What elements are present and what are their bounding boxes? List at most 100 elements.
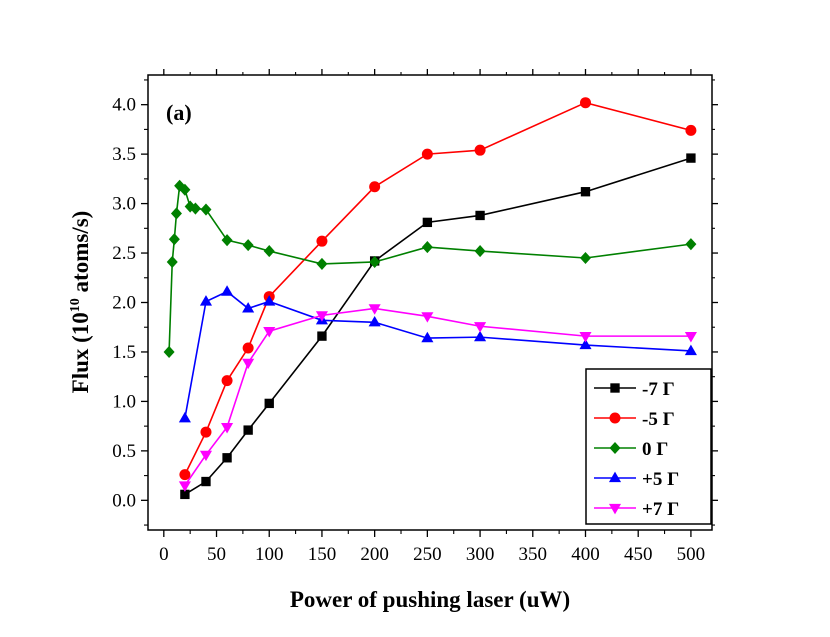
y-tick-label: 1.0 — [112, 391, 136, 412]
data-point-series-5 — [684, 332, 697, 343]
x-tick-label: 300 — [466, 544, 495, 565]
data-point-series-2 — [242, 342, 254, 354]
y-axis-title-prefix: Flux (10 — [68, 312, 93, 393]
data-point-series-4 — [199, 295, 213, 306]
legend-label-2: -5 Γ — [642, 409, 675, 430]
x-tick-label: 200 — [360, 544, 389, 565]
panel-label: (a) — [166, 100, 192, 125]
data-point-series-3 — [179, 183, 191, 196]
data-point-series-4 — [263, 295, 276, 306]
legend-label-3: 0 Γ — [642, 439, 668, 460]
data-point-series-5 — [263, 327, 276, 338]
data-point-series-4 — [579, 338, 592, 350]
data-point-series-5 — [315, 311, 328, 322]
data-point-series-3 — [685, 238, 697, 251]
x-tick-label: 250 — [413, 544, 442, 565]
data-point-series-3 — [221, 234, 233, 247]
data-point-series-2 — [200, 426, 212, 438]
legend-marker-4 — [608, 471, 622, 483]
data-point-series-1 — [580, 187, 591, 197]
data-point-series-3 — [316, 257, 328, 270]
data-point-series-5 — [368, 304, 381, 315]
y-axis-title-superscript: 10 — [68, 298, 83, 312]
data-point-series-5 — [178, 481, 191, 492]
x-tick-label: 100 — [255, 544, 284, 565]
data-point-series-2 — [474, 144, 486, 156]
data-point-series-1 — [264, 398, 274, 409]
data-point-series-3 — [579, 251, 591, 265]
data-point-series-3 — [263, 245, 275, 258]
y-tick-label: 1.5 — [112, 342, 136, 363]
data-point-series-5 — [421, 312, 434, 323]
data-point-series-2 — [179, 469, 191, 481]
y-tick-label: 2.5 — [112, 243, 136, 264]
y-tick-label: 4.0 — [112, 95, 136, 116]
data-point-series-2 — [421, 148, 433, 160]
data-point-series-1 — [317, 331, 327, 341]
y-axis-title: Flux (1010 atoms/s) — [68, 211, 93, 394]
data-point-series-3 — [163, 345, 175, 359]
data-point-series-2 — [369, 181, 381, 193]
legend-label-5: +7 Γ — [642, 499, 679, 520]
legend-items: -7 Γ -5 Γ 0 Γ +5 Γ +7 Γ — [594, 379, 679, 520]
data-point-series-5 — [474, 322, 487, 333]
x-tick-label: 150 — [308, 544, 337, 565]
data-point-series-3 — [200, 203, 212, 216]
data-point-series-1 — [180, 489, 190, 500]
legend-marker-5 — [608, 503, 622, 515]
data-point-series-1 — [222, 453, 232, 463]
series-line-3 — [168, 184, 692, 352]
data-point-series-3 — [166, 255, 178, 268]
data-point-series-3 — [242, 239, 254, 252]
data-point-series-5 — [579, 332, 592, 343]
legend-marker-3 — [609, 441, 621, 455]
series-markers — [163, 97, 697, 500]
data-point-series-2 — [221, 375, 233, 387]
data-point-series-5 — [221, 423, 234, 434]
y-tick-label: 0.0 — [112, 490, 136, 511]
data-point-series-3 — [189, 202, 201, 215]
axis-ticks: 0 50 100 150 200 250 300 350 400 450 500 0.0 0.5 1.0 1… — [112, 69, 718, 565]
data-point-series-4 — [368, 315, 381, 327]
data-point-series-3 — [421, 241, 433, 254]
data-point-series-1 — [475, 210, 485, 221]
data-point-series-4 — [178, 411, 191, 423]
data-point-series-3 — [474, 245, 486, 258]
y-tick-label: 3.0 — [112, 194, 136, 215]
data-point-series-2 — [316, 235, 328, 247]
data-point-series-4 — [221, 285, 234, 296]
data-point-series-3 — [369, 255, 381, 268]
y-axis-title-suffix: atoms/s) — [68, 211, 93, 299]
x-tick-label: 450 — [624, 544, 653, 565]
data-point-series-1 — [422, 217, 433, 228]
data-point-series-5 — [242, 358, 255, 370]
data-point-series-2 — [685, 124, 697, 136]
data-point-series-1 — [686, 153, 696, 163]
data-point-series-4 — [421, 331, 434, 343]
x-tick-label: 0 — [159, 544, 169, 565]
data-point-series-5 — [199, 450, 213, 462]
data-point-series-4 — [242, 302, 255, 313]
legend-label-4: +5 Γ — [642, 469, 679, 490]
y-tick-label: 3.5 — [112, 144, 136, 165]
legend-marker-1 — [610, 383, 620, 393]
data-point-series-4 — [474, 330, 487, 342]
y-tick-label: 0.5 — [112, 441, 136, 462]
legend: -7 Γ -5 Γ 0 Γ +5 Γ +7 Γ — [585, 368, 712, 525]
x-tick-label: 400 — [571, 544, 600, 565]
x-axis-title: Power of pushing laser (uW) — [290, 587, 570, 612]
legend-box — [585, 368, 712, 525]
x-tick-label: 350 — [519, 544, 548, 565]
x-tick-label: 50 — [207, 544, 226, 565]
y-tick-label: 2.0 — [112, 293, 136, 314]
legend-label-1: -7 Γ — [642, 379, 675, 400]
legend-marker-2 — [609, 412, 621, 424]
x-tick-label: 500 — [677, 544, 706, 565]
data-point-series-3 — [168, 233, 180, 246]
data-point-series-3 — [174, 179, 186, 192]
data-point-series-3 — [170, 207, 182, 220]
data-point-series-2 — [579, 97, 591, 109]
data-point-series-4 — [684, 344, 697, 356]
data-point-series-1 — [201, 476, 211, 487]
